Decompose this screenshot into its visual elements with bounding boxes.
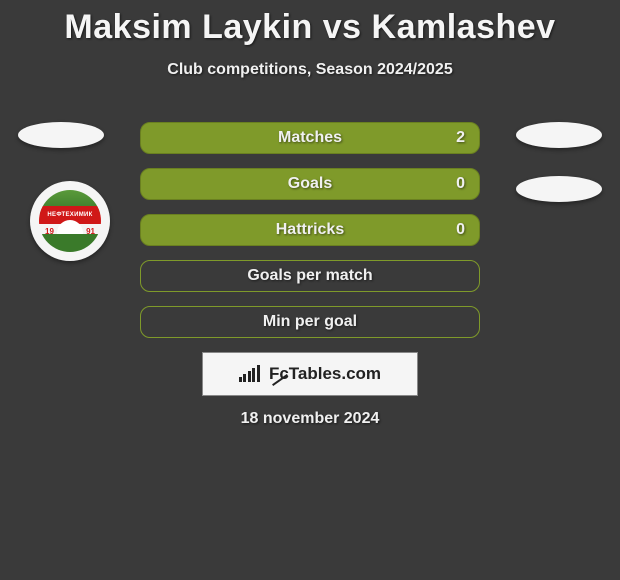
player1-club-badge: НЕФТЕХИМИК 19 91: [30, 181, 110, 261]
player1-placeholder-oval: [18, 122, 104, 148]
badge-inner: НЕФТЕХИМИК 19 91: [39, 190, 101, 252]
logo-text-rest: Tables.com: [289, 364, 381, 383]
right-placeholder-column: [516, 122, 602, 230]
stat-value: 0: [456, 221, 465, 239]
stat-label: Goals per match: [247, 267, 372, 285]
subtitle: Club competitions, Season 2024/2025: [0, 61, 620, 79]
player2-placeholder-oval-1: [516, 122, 602, 148]
player2-placeholder-oval-2: [516, 176, 602, 202]
fctables-logo[interactable]: FcTables.com: [202, 352, 418, 396]
stat-label: Goals: [288, 175, 332, 193]
stat-row-hattricks: Hattricks 0: [140, 214, 480, 246]
stat-row-goals: Goals 0: [140, 168, 480, 200]
stat-row-matches: Matches 2: [140, 122, 480, 154]
stat-row-goals-per-match: Goals per match: [140, 260, 480, 292]
stat-row-min-per-goal: Min per goal: [140, 306, 480, 338]
stat-value: 2: [456, 129, 465, 147]
stat-label: Min per goal: [263, 313, 357, 331]
badge-year-right: 91: [86, 227, 95, 236]
left-placeholder-column: [18, 122, 104, 176]
badge-year-left: 19: [45, 227, 54, 236]
badge-club-name: НЕФТЕХИМИК: [47, 212, 92, 218]
report-date: 18 november 2024: [0, 410, 620, 428]
stat-label: Hattricks: [276, 221, 344, 239]
stats-panel: Matches 2 Goals 0 Hattricks 0 Goals per match M…: [140, 122, 480, 352]
badge-ring: НЕФТЕХИМИК 19 91: [30, 181, 110, 261]
stat-label: Matches: [278, 129, 342, 147]
logo-bars-icon: [239, 364, 263, 382]
page-title: Maksim Laykin vs Kamlashev: [0, 0, 620, 47]
badge-bottom-arc: [39, 234, 101, 252]
stat-value: 0: [456, 175, 465, 193]
